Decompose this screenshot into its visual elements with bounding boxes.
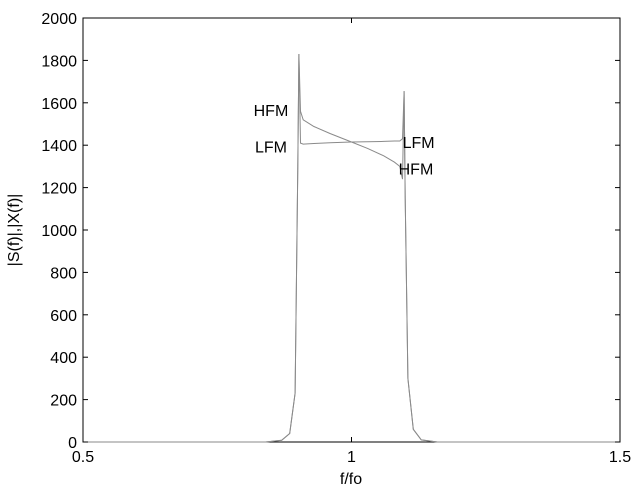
ticks-layer: 0.5 1 1.5 0 200 400 600 800 1000 1200 1400 1600 1800… (41, 11, 631, 466)
y-tick-label: 2000 (41, 11, 77, 28)
y-tick-label: 400 (50, 350, 77, 367)
annotation-label: HFM (254, 103, 289, 120)
annotation-label: LFM (255, 139, 287, 156)
plot-area (82, 17, 621, 443)
y-tick-label: 200 (50, 393, 77, 410)
y-tick-label: 1800 (41, 53, 77, 70)
series-line-2 (83, 53, 620, 443)
series-layer (83, 53, 620, 443)
annotations-layer: HFM LFM LFM HFM (254, 103, 435, 178)
y-tick-label: 1600 (41, 96, 77, 113)
y-tick-label: 800 (50, 265, 77, 282)
y-tick-label: 1200 (41, 181, 77, 198)
y-tick-label: 1000 (41, 223, 77, 240)
x-tick-label: 1.5 (609, 449, 631, 466)
y-tick-label: 600 (50, 308, 77, 325)
x-tick-label: 0.5 (72, 449, 94, 466)
annotation-label: HFM (399, 162, 434, 179)
y-axis-title: |S(f)|,|X(f)| (6, 194, 23, 267)
y-tick-label: 0 (68, 435, 77, 452)
x-tick-label: 1 (347, 449, 356, 466)
annotation-label: LFM (403, 135, 435, 152)
x-axis-title: f/fo (340, 471, 362, 488)
y-tick-label: 1400 (41, 138, 77, 155)
